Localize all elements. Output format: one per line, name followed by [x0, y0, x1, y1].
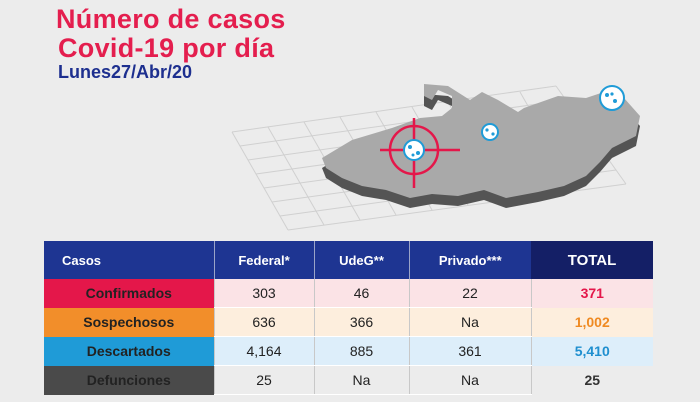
cell-federal: 25 [213, 365, 314, 395]
header-total: TOTAL [531, 241, 653, 279]
row-label: Sospechosos [44, 307, 214, 337]
report-date: Lunes27/Abr/20 [58, 62, 193, 82]
table-row-confirmados: Confirmados 303 46 22 371 [44, 279, 653, 308]
cell-total: 25 [530, 365, 653, 395]
cases-table: Casos Federal* UdeG** Privado*** TOTAL C… [44, 241, 653, 395]
row-label: Descartados [44, 336, 214, 366]
table-row-descartados: Descartados 4,164 885 361 5,410 [44, 336, 653, 366]
cell-federal: 4,164 [213, 336, 314, 366]
header-privado: Privado*** [408, 241, 531, 279]
header-casos: Casos [44, 241, 214, 279]
table-row-defunciones: Defunciones 25 Na Na 25 [44, 365, 653, 395]
cell-federal: 303 [213, 279, 314, 308]
cell-udeg: 46 [313, 279, 409, 308]
table-row-sospechosos: Sospechosos 636 366 Na 1,002 [44, 307, 653, 337]
cell-total: 5,410 [530, 336, 653, 366]
cell-privado: Na [408, 365, 531, 395]
header-federal: Federal* [213, 241, 314, 279]
table-header-row: Casos Federal* UdeG** Privado*** TOTAL [44, 241, 653, 279]
page-title-line2: Covid-19 por día [58, 33, 275, 63]
cell-udeg: Na [313, 365, 409, 395]
header-udeg: UdeG** [313, 241, 409, 279]
jalisco-map-icon [322, 84, 640, 208]
cell-total: 371 [530, 279, 653, 308]
virus-icon [403, 85, 625, 161]
cell-privado: 22 [408, 279, 531, 308]
cell-total: 1,002 [530, 307, 653, 337]
row-label: Defunciones [44, 365, 214, 395]
page-title-line1: Número de casos [56, 4, 286, 34]
virus-dots [408, 92, 617, 157]
cell-privado: 361 [408, 336, 531, 366]
cell-udeg: 366 [313, 307, 409, 337]
row-label: Confirmados [44, 279, 214, 308]
cell-federal: 636 [213, 307, 314, 337]
cell-udeg: 885 [313, 336, 409, 366]
cell-privado: Na [408, 307, 531, 337]
